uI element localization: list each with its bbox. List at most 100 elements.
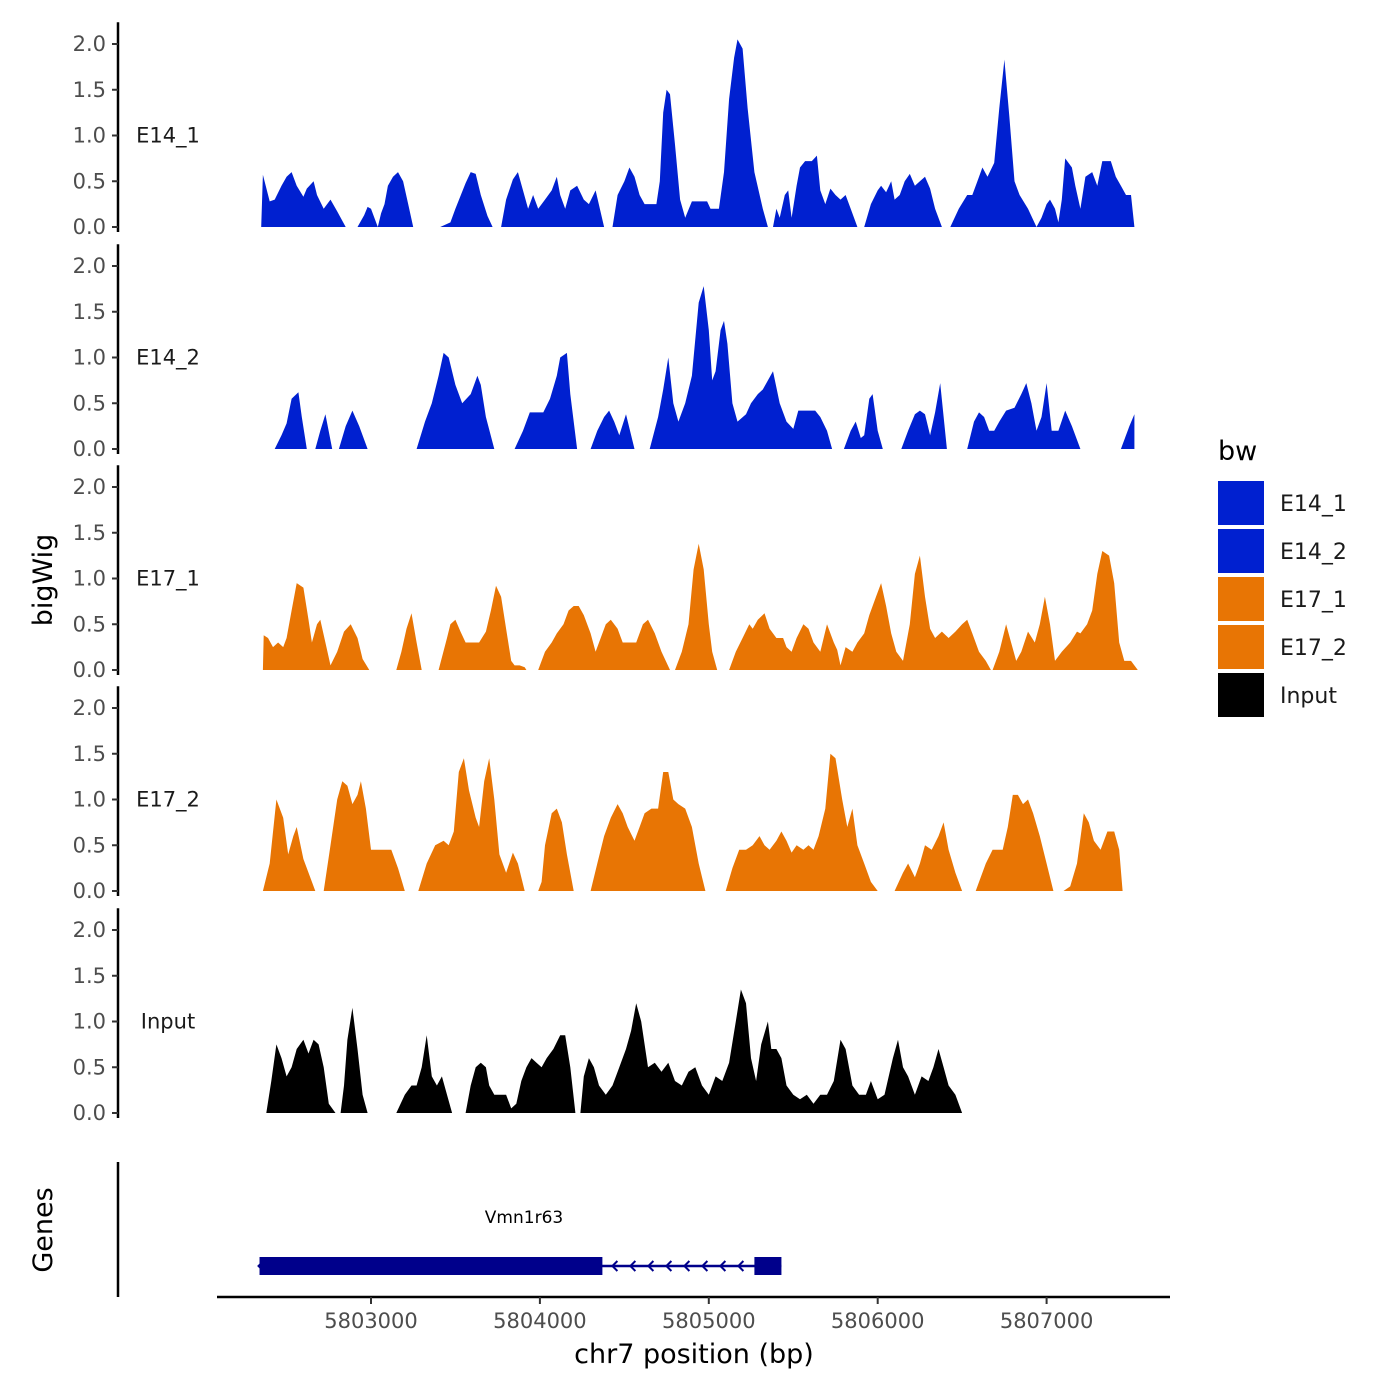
- legend-label: E17_2: [1280, 636, 1347, 661]
- y-tick-label: 1.0: [73, 1010, 106, 1034]
- legend-swatch: [1218, 673, 1264, 717]
- gene-track: Vmn1r63: [116, 1162, 782, 1297]
- strand-arrow: [664, 1260, 673, 1272]
- coverage-area: [396, 1035, 453, 1113]
- coverage-area: [315, 410, 368, 449]
- coverage-area: [266, 1039, 336, 1113]
- y-tick-label: 1.5: [73, 964, 106, 988]
- coverage-tracks: 0.0 0.5 1.0 1.5 2.0 E14_1 0.0 0.5 1.0 1.5 2.0 E14_2…: [73, 22, 1138, 1125]
- track-E17_1: 0.0 0.5 1.0 1.5 2.0 E17_1: [73, 465, 1138, 682]
- coverage-area: [1063, 813, 1123, 891]
- legend-label: Input: [1280, 684, 1337, 709]
- x-tick-label: 5807000: [1000, 1309, 1094, 1333]
- strand-arrow: [257, 1260, 265, 1272]
- coverage-area: [975, 794, 1054, 891]
- coverage-area: [261, 172, 346, 227]
- coverage-area: [950, 59, 1135, 227]
- coverage-area: [274, 392, 307, 449]
- coverage-area: [262, 583, 370, 670]
- coverage-area: [992, 551, 1138, 670]
- track-label: E14_2: [136, 346, 200, 371]
- y-tick-label: 1.5: [73, 78, 106, 102]
- y-tick-label: 1.5: [73, 742, 106, 766]
- y-tick-label: 1.0: [73, 788, 106, 812]
- coverage-area: [864, 173, 942, 227]
- strand-arrow: [610, 1260, 619, 1272]
- strand-arrow: [718, 1260, 727, 1272]
- strand-arrow: [700, 1260, 709, 1272]
- coverage-area: [514, 352, 578, 449]
- y-tick-label: 2.0: [73, 918, 106, 942]
- y-tick-label: 1.0: [73, 124, 106, 148]
- y-tick-label: 2.0: [73, 475, 106, 499]
- coverage-area: [967, 383, 1081, 449]
- coverage-area: [340, 1007, 368, 1113]
- track-E14_1: 0.0 0.5 1.0 1.5 2.0 E14_1: [73, 22, 1135, 239]
- legend-title: bw: [1218, 436, 1257, 467]
- strand-arrow: [628, 1260, 637, 1272]
- x-axis-title: chr7 position (bp): [574, 1339, 814, 1370]
- legend-label: E14_2: [1280, 540, 1347, 565]
- y-tick-label: 0.5: [73, 612, 106, 636]
- gene-exon: [754, 1257, 782, 1275]
- coverage-area: [438, 585, 527, 670]
- coverage-area: [649, 286, 833, 449]
- y-tick-label: 2.0: [73, 254, 106, 278]
- coverage-area: [538, 606, 670, 670]
- coverage-area: [1120, 414, 1135, 449]
- y-tick-label: 1.0: [73, 346, 106, 370]
- strand-arrow: [682, 1260, 691, 1272]
- coverage-area: [440, 172, 493, 227]
- y-tick-label: 1.0: [73, 567, 106, 591]
- x-tick-label: 5804000: [493, 1309, 587, 1333]
- coverage-area: [262, 799, 316, 891]
- y-tick-label: 0.5: [73, 1055, 106, 1079]
- coverage-area: [590, 772, 706, 891]
- x-tick-label: 5806000: [831, 1309, 925, 1333]
- coverage-area: [901, 383, 947, 449]
- coverage-area: [894, 822, 963, 891]
- strand-arrow: [646, 1260, 655, 1272]
- y-tick-label: 2.0: [73, 32, 106, 56]
- track-label: E17_1: [136, 567, 200, 592]
- coverage-area: [538, 808, 574, 891]
- legend-swatch: [1218, 481, 1264, 525]
- y-tick-label: 1.5: [73, 521, 106, 545]
- coverage-area: [396, 613, 422, 670]
- coverage-area: [843, 394, 883, 449]
- y-tick-label: 0.0: [73, 658, 106, 682]
- legend-swatch: [1218, 529, 1264, 573]
- legend-swatch: [1218, 625, 1264, 669]
- y-tick-label: 0.0: [73, 1101, 106, 1125]
- coverage-area: [416, 352, 495, 449]
- y-tick-label: 0.0: [73, 879, 106, 903]
- y-tick-label: 0.5: [73, 391, 106, 415]
- legend-label: E17_1: [1280, 588, 1347, 613]
- x-axis: 5803000 5804000 5805000 5806000 5807000: [217, 1295, 1170, 1333]
- track-Input: 0.0 0.5 1.0 1.5 2.0 Input: [73, 908, 963, 1125]
- strand-arrow: [736, 1260, 745, 1272]
- coverage-area: [590, 410, 635, 449]
- y-tick-label: 0.0: [73, 437, 106, 461]
- y-tick-label: 0.5: [73, 169, 106, 193]
- track-E14_2: 0.0 0.5 1.0 1.5 2.0 E14_2: [73, 244, 1135, 461]
- legend-label: E14_1: [1280, 492, 1347, 517]
- y-tick-label: 1.5: [73, 300, 106, 324]
- y-tick-label: 2.0: [73, 696, 106, 720]
- track-E17_2: 0.0 0.5 1.0 1.5 2.0 E17_2: [73, 686, 1123, 903]
- coverage-area: [357, 172, 414, 227]
- coverage-area: [773, 155, 858, 227]
- genes-axis-title: Genes: [28, 1187, 59, 1272]
- x-tick-label: 5805000: [662, 1309, 756, 1333]
- y-tick-label: 0.5: [73, 833, 106, 857]
- gene-label: Vmn1r63: [485, 1208, 563, 1228]
- track-label: E14_1: [136, 124, 200, 149]
- gene-exon: [259, 1257, 603, 1275]
- coverage-area: [465, 1035, 576, 1113]
- y-axis-title: bigWig: [28, 534, 59, 627]
- coverage-area: [580, 989, 963, 1113]
- y-tick-label: 0.0: [73, 215, 106, 239]
- coverage-area: [675, 543, 718, 670]
- legend: bw E14_1 E14_2 E17_1 E17_2 Input: [1218, 436, 1347, 717]
